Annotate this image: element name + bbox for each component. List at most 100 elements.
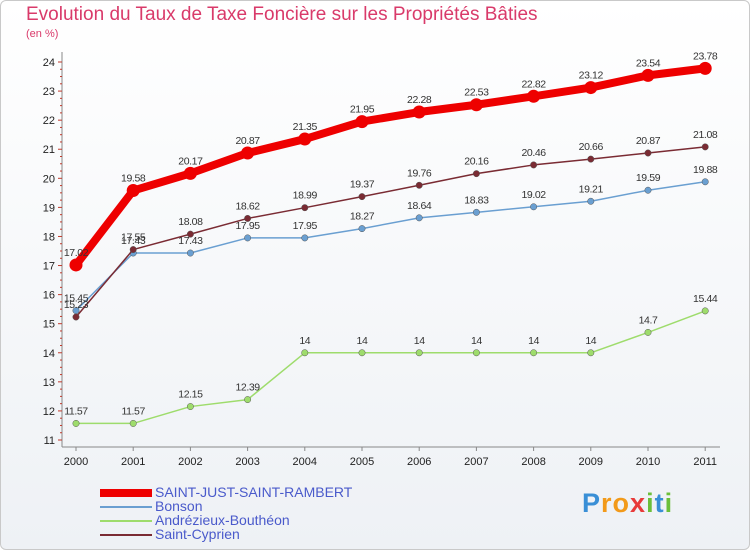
- x-tick-label: 2005: [350, 456, 374, 468]
- data-point: [412, 105, 426, 119]
- data-label: 20.87: [636, 135, 661, 147]
- data-point: [244, 214, 252, 222]
- data-point: [72, 419, 80, 427]
- series-line-1: [75, 181, 706, 312]
- data-label: 17.43: [178, 235, 203, 247]
- data-point: [587, 349, 595, 357]
- x-tick-label: 2006: [407, 456, 431, 468]
- data-point: [126, 184, 140, 198]
- x-tick-label: 2001: [121, 456, 145, 468]
- data-point: [472, 170, 480, 178]
- x-tick-label: 2002: [178, 456, 202, 468]
- data-label: 19.21: [579, 183, 604, 195]
- data-point: [530, 203, 538, 211]
- logo-letter: P: [582, 488, 602, 518]
- data-label: 22.82: [521, 78, 546, 90]
- data-point: [298, 132, 312, 146]
- data-point: [701, 178, 709, 186]
- data-label: 19.58: [121, 173, 146, 185]
- proxiti-logo: Proxiti: [582, 488, 673, 519]
- data-label: 19.59: [636, 172, 661, 184]
- legend-label: Andrézieux-Bouthéon: [155, 512, 290, 528]
- y-tick-label: 19: [43, 202, 55, 214]
- data-point: [186, 230, 194, 238]
- legend-swatch: [100, 506, 152, 508]
- y-tick-label: 11: [44, 435, 55, 447]
- x-tick-label: 2000: [64, 456, 88, 468]
- data-point: [415, 214, 423, 222]
- y-tick-label: 24: [43, 57, 55, 69]
- data-point: [644, 186, 652, 194]
- data-point: [587, 155, 595, 163]
- data-label: 21.35: [293, 121, 318, 133]
- data-label: 22.28: [407, 94, 432, 106]
- data-label: 17.95: [293, 220, 318, 232]
- data-point: [472, 208, 480, 216]
- data-point: [69, 258, 83, 272]
- y-tick-label: 15: [43, 319, 55, 331]
- data-point: [584, 81, 598, 95]
- data-point: [701, 143, 709, 151]
- data-label: 19.76: [407, 167, 432, 179]
- data-label: 14: [299, 335, 310, 347]
- data-label: 21.95: [350, 104, 375, 116]
- legend-swatch: [100, 489, 152, 497]
- data-label: 17.02: [64, 247, 89, 259]
- data-label: 21.08: [693, 129, 718, 141]
- y-axis-unit: (en %): [26, 28, 59, 40]
- legend-label: Bonson: [155, 498, 203, 514]
- data-point: [301, 234, 309, 242]
- data-label: 18.99: [293, 190, 318, 202]
- logo-letter: i: [664, 488, 674, 518]
- data-label: 14: [585, 335, 596, 347]
- data-label: 18.62: [235, 200, 260, 212]
- x-tick-label: 2010: [636, 456, 660, 468]
- data-point: [241, 146, 255, 160]
- data-label: 17.55: [121, 232, 146, 244]
- data-label: 18.83: [464, 194, 489, 206]
- y-tick-label: 22: [43, 115, 55, 127]
- data-label: 14: [471, 335, 482, 347]
- data-point: [129, 246, 137, 253]
- x-tick-label: 2011: [693, 456, 717, 468]
- logo-letter: i: [646, 488, 655, 518]
- data-point: [644, 328, 652, 336]
- data-label: 20.46: [521, 147, 546, 159]
- data-point: [301, 349, 309, 357]
- y-tick-label: 23: [43, 86, 55, 98]
- data-point: [72, 313, 80, 321]
- legend-swatch: [100, 520, 152, 522]
- legend-label: Saint-Cyprien: [155, 526, 240, 542]
- data-label: 23.78: [693, 50, 718, 62]
- y-tick-label: 14: [43, 348, 55, 360]
- x-tick-label: 2007: [464, 456, 488, 468]
- data-point: [358, 225, 366, 233]
- y-tick-label: 17: [43, 261, 55, 273]
- y-tick-label: 20: [43, 173, 55, 185]
- data-point: [186, 403, 194, 411]
- data-point: [415, 181, 423, 189]
- data-label: 14: [357, 335, 368, 347]
- data-point: [244, 234, 252, 242]
- y-tick-label: 12: [43, 406, 55, 418]
- data-point: [183, 166, 197, 180]
- data-label: 18.08: [178, 216, 203, 228]
- data-point: [129, 419, 137, 427]
- data-label: 19.02: [521, 189, 546, 201]
- data-point: [358, 193, 366, 201]
- data-label: 23.54: [636, 57, 661, 69]
- data-point: [527, 89, 541, 103]
- data-label: 12.39: [235, 382, 260, 394]
- data-point: [641, 68, 655, 82]
- data-label: 15.44: [693, 293, 718, 305]
- chart-title: Evolution du Taux de Taxe Foncière sur l…: [26, 4, 538, 25]
- legend-label: SAINT-JUST-SAINT-RAMBERT: [155, 484, 353, 500]
- y-tick-label: 16: [43, 290, 55, 302]
- data-label: 17.95: [235, 220, 260, 232]
- y-tick-label: 13: [43, 377, 55, 389]
- data-point: [355, 115, 369, 129]
- data-label: 20.17: [178, 155, 203, 167]
- data-point: [530, 349, 538, 357]
- x-tick-label: 2004: [293, 456, 317, 468]
